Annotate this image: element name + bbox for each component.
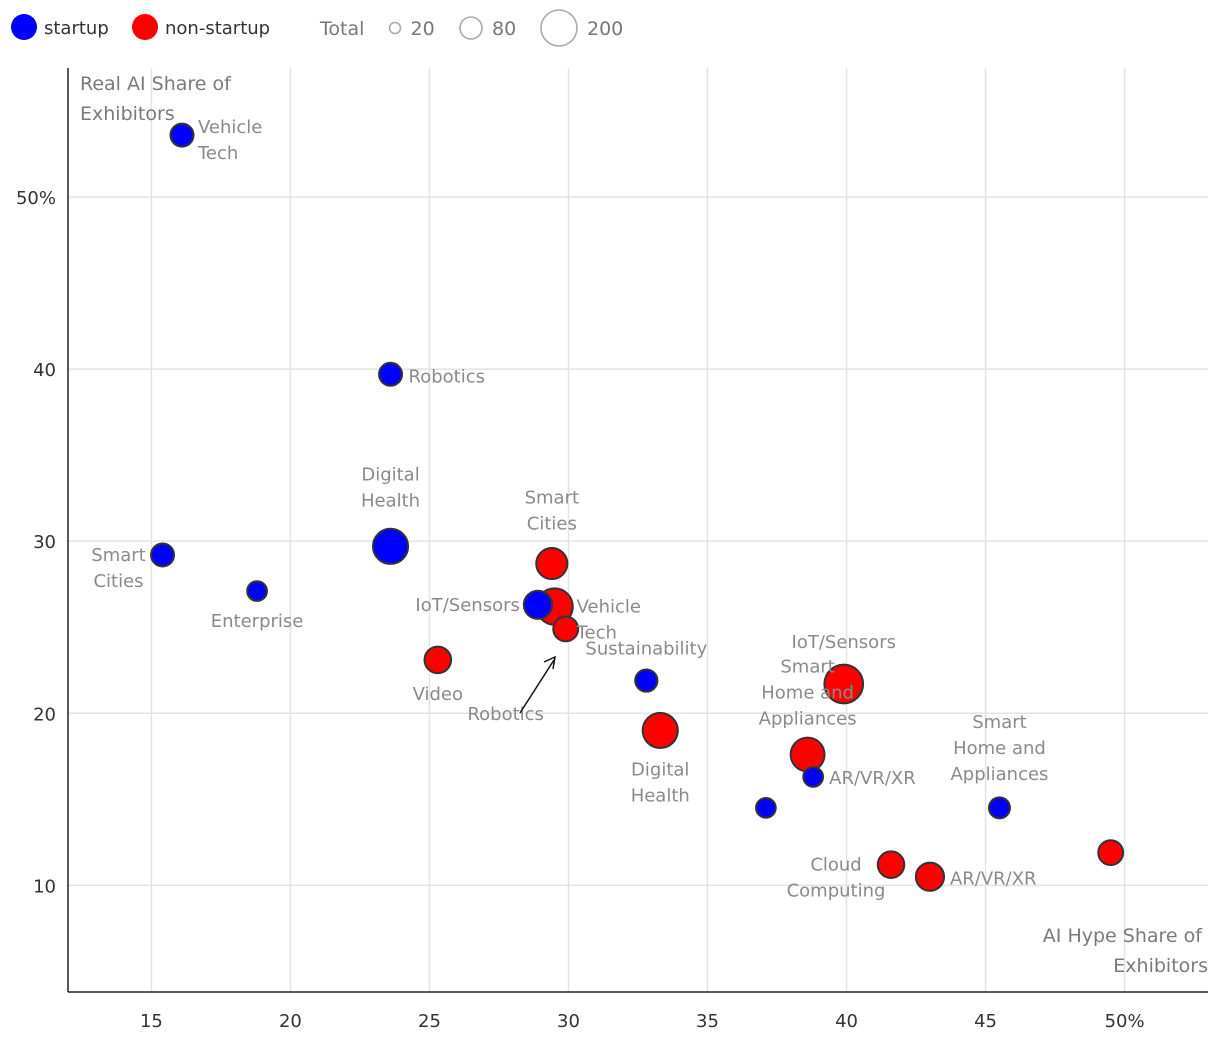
y-tick-label: 10 — [33, 876, 56, 897]
points-layer — [150, 122, 1125, 892]
point-label: Smart Cities — [91, 545, 145, 592]
startup-point — [246, 580, 268, 602]
point-label: AR/VR/XR — [829, 768, 916, 789]
legend: startup non-startup Total 20 80 200 — [11, 9, 623, 47]
startup-point — [802, 766, 825, 788]
startup-point — [371, 527, 410, 565]
non-startup-point — [1097, 839, 1125, 867]
startup-point — [169, 122, 195, 148]
point-label: Digital Health — [361, 464, 420, 511]
startup-point — [378, 361, 404, 387]
point-label: IoT/Sensors — [415, 595, 519, 616]
x-tick-label: 50% — [1105, 1011, 1145, 1032]
startup-point — [522, 589, 553, 620]
x-tick-label: 40 — [835, 1011, 858, 1032]
startup-point — [755, 797, 777, 819]
y-tick-label: 50% — [16, 188, 56, 209]
non-startup-point — [423, 645, 453, 675]
point-label: Smart Cities — [525, 488, 579, 535]
legend-series-label: non-startup — [165, 18, 270, 39]
non-startup-point — [535, 546, 569, 581]
point-label: Digital Health — [631, 759, 690, 806]
startup-point — [987, 796, 1011, 820]
non-startup-point — [552, 615, 580, 643]
point-label: Enterprise — [211, 611, 304, 632]
point-label: Smart Home and Appliances — [950, 712, 1048, 785]
x-tick-label: 20 — [279, 1011, 302, 1032]
x-tick-label: 45 — [974, 1011, 997, 1032]
non-startup-point — [789, 736, 826, 773]
grid-layer — [68, 68, 1208, 992]
non-startup-point — [876, 850, 906, 879]
x-tick-label: 15 — [140, 1011, 163, 1032]
point-label: Smart Home and Appliances — [759, 657, 857, 730]
x-tick-label: 35 — [696, 1011, 719, 1032]
non-startup-point — [914, 861, 946, 892]
legend-series-label: startup — [44, 18, 109, 39]
point-label: AR/VR/XR — [950, 869, 1037, 890]
x-axis-title: AI Hype Share of Exhibitors — [1043, 925, 1208, 977]
non-startup-point — [641, 711, 679, 750]
point-label: Cloud Computing — [787, 855, 886, 902]
point-label: Vehicle Tech — [576, 597, 641, 644]
x-tick-label: 25 — [418, 1011, 441, 1032]
legend-size-label: 200 — [587, 18, 623, 40]
legend-non-startup-swatch — [132, 14, 158, 40]
y-tick-label: 30 — [33, 532, 56, 553]
startup-point — [150, 542, 176, 568]
legend-size-label: 80 — [492, 18, 516, 40]
legend-size-label: 20 — [411, 18, 435, 40]
legend-startup-swatch — [11, 14, 37, 40]
labels-layer: Vehicle Tech Robotics Digital Health Smart Cit… — [91, 117, 1048, 902]
y-tick-label: 40 — [33, 360, 56, 381]
y-axis-title: Real AI Share of Exhibitors — [80, 73, 237, 125]
point-label: Robotics — [409, 366, 485, 387]
x-tick-label: 30 — [557, 1011, 580, 1032]
legend-size-circle — [459, 16, 483, 40]
point-label: Robotics — [467, 704, 543, 725]
legend-size-title: Total — [319, 18, 364, 40]
legend-size-circle — [388, 21, 402, 35]
point-label: IoT/Sensors — [792, 632, 896, 653]
point-label: Video — [413, 684, 463, 705]
robotics-annotation-arrow — [519, 655, 556, 714]
startup-point — [634, 668, 659, 693]
axes-layer: 15 20 25 30 35 40 45 50% 10 20 30 40 50% — [16, 68, 1208, 1032]
legend-size-circle — [540, 9, 578, 47]
non-startup-point — [823, 663, 865, 705]
y-tick-label: 20 — [33, 704, 56, 725]
point-label: Sustainability — [585, 639, 707, 660]
point-label: Vehicle Tech — [197, 117, 262, 164]
